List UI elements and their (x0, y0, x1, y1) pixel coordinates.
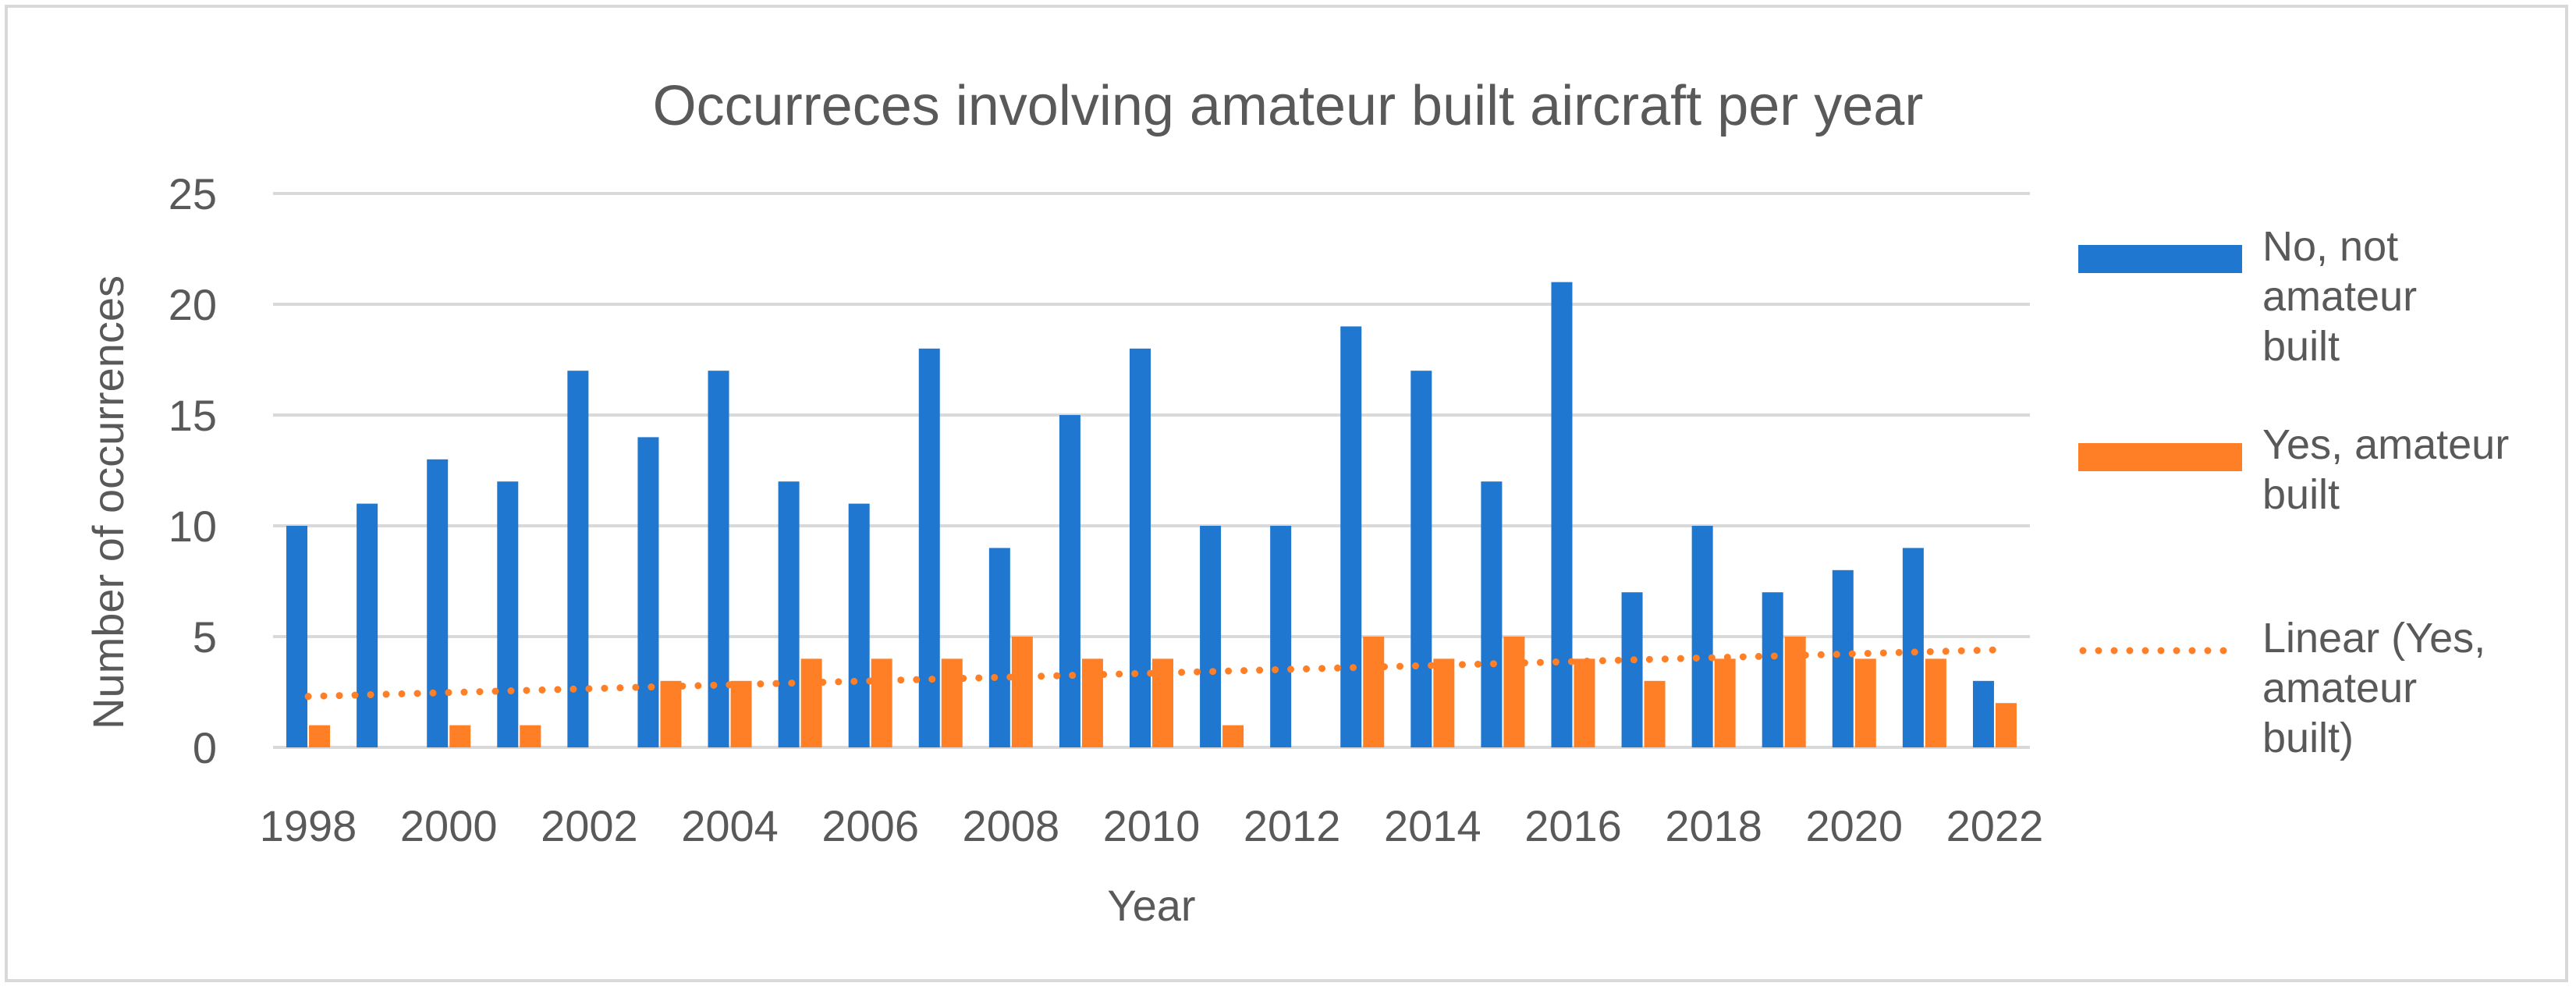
bar-not-amateur-1999 (357, 503, 378, 747)
bar-not-amateur-2005 (778, 481, 800, 747)
bar-amateur-2011 (1222, 725, 1244, 747)
y-tick-label: 25 (169, 169, 217, 218)
bar-not-amateur-1998 (286, 526, 308, 747)
bar-amateur-2021 (1925, 658, 1946, 747)
bar-amateur-1998 (309, 725, 331, 747)
legend-label: built (2262, 323, 2340, 370)
y-tick-label: 10 (169, 502, 217, 551)
x-tick-label: 2022 (1946, 801, 2044, 850)
bar-amateur-2014 (1433, 658, 1455, 747)
bar-amateur-2004 (730, 680, 752, 747)
bar-amateur-2006 (871, 658, 892, 747)
legend-label: built) (2262, 715, 2354, 761)
y-axis-label: Number of occurrences (83, 275, 133, 729)
bar-not-amateur-2018 (1691, 526, 1713, 747)
bar-not-amateur-2012 (1270, 526, 1292, 747)
bar-not-amateur-2003 (637, 437, 659, 747)
bar-not-amateur-2010 (1130, 348, 1151, 747)
bar-not-amateur-2002 (567, 371, 589, 747)
x-axis-label: Year (1107, 881, 1195, 930)
bar-not-amateur-2017 (1621, 592, 1643, 747)
x-tick-label: 2010 (1103, 801, 1201, 850)
legend-label: Linear (Yes, (2262, 615, 2486, 662)
legend-swatch-not-amateur (2078, 245, 2242, 273)
bar-amateur-2022 (1995, 703, 2017, 747)
bar-amateur-2001 (520, 725, 541, 747)
x-tick-label: 2018 (1665, 801, 1762, 850)
bar-not-amateur-2001 (497, 481, 519, 747)
legend-label: Yes, amateur (2262, 421, 2509, 468)
bar-not-amateur-2019 (1762, 592, 1783, 747)
bar-amateur-2013 (1363, 637, 1385, 747)
x-tick-label: 2012 (1244, 801, 1341, 850)
bar-not-amateur-2006 (848, 503, 870, 747)
y-tick-label: 15 (169, 391, 217, 440)
y-axis-ticks: 0 5 10 15 20 25 (169, 169, 217, 772)
y-tick-label: 20 (169, 280, 217, 329)
bar-amateur-2017 (1644, 680, 1666, 747)
bar-not-amateur-2004 (708, 371, 729, 747)
bar-amateur-2018 (1714, 658, 1736, 747)
bar-not-amateur-2014 (1410, 371, 1432, 747)
legend-label: amateur (2262, 665, 2417, 711)
bar-not-amateur-2016 (1551, 282, 1573, 748)
x-tick-label: 2016 (1524, 801, 1622, 850)
x-tick-label: 2014 (1384, 801, 1481, 850)
chart-title: Occurreces involving amateur built aircr… (653, 75, 1924, 137)
legend-label: No, not (2262, 223, 2398, 270)
bar-not-amateur-2020 (1832, 570, 1854, 747)
bar-not-amateur-2000 (427, 459, 449, 747)
bar-not-amateur-2008 (988, 548, 1010, 747)
bar-not-amateur-2021 (1902, 548, 1924, 747)
bar-not-amateur-2009 (1059, 415, 1080, 747)
bar-not-amateur-2013 (1340, 326, 1362, 747)
bar-not-amateur-2011 (1200, 526, 1222, 747)
bar-amateur-2003 (660, 680, 682, 747)
y-tick-label: 5 (193, 612, 217, 662)
bar-amateur-2009 (1081, 658, 1103, 747)
x-tick-label: 2000 (400, 801, 498, 850)
legend-swatch-amateur (2078, 443, 2242, 471)
legend-label: built (2262, 471, 2340, 518)
x-tick-label: 2008 (963, 801, 1060, 850)
bar-not-amateur-2007 (918, 348, 940, 747)
bar-amateur-2020 (1854, 658, 1876, 747)
bar-amateur-2007 (941, 658, 963, 747)
gridlines (273, 192, 2030, 749)
x-tick-label: 1998 (260, 801, 357, 850)
bars (286, 282, 2017, 748)
bar-amateur-2000 (449, 725, 471, 747)
legend-label: amateur (2262, 273, 2417, 320)
trendline (304, 646, 1999, 701)
bar-not-amateur-2022 (1972, 680, 1994, 747)
bar-not-amateur-2015 (1481, 481, 1503, 747)
bar-amateur-2015 (1503, 637, 1525, 747)
x-axis-ticks: 1998 2000 2002 2004 2006 2008 2010 2012 2014 2016… (260, 801, 2043, 850)
x-tick-label: 2020 (1806, 801, 1904, 850)
x-tick-label: 2002 (541, 801, 638, 850)
y-tick-label: 0 (193, 723, 217, 772)
bar-amateur-2008 (1011, 637, 1033, 747)
x-tick-label: 2004 (681, 801, 779, 850)
bar-amateur-2005 (800, 658, 822, 747)
bar-amateur-2016 (1574, 658, 1595, 747)
x-tick-label: 2006 (821, 801, 919, 850)
trendline-linear-amateur (304, 646, 1999, 701)
